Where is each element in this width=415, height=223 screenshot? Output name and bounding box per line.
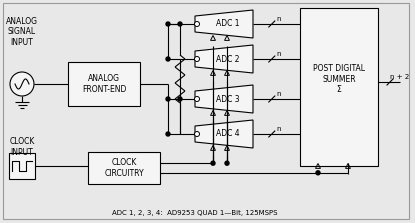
Text: n: n — [276, 126, 281, 132]
Text: n: n — [276, 91, 281, 97]
Text: ADC 1: ADC 1 — [216, 19, 240, 29]
Circle shape — [225, 161, 229, 165]
Text: CLOCK
CIRCUITRY: CLOCK CIRCUITRY — [104, 158, 144, 178]
Text: ADC 3: ADC 3 — [216, 95, 240, 103]
Circle shape — [166, 132, 170, 136]
Polygon shape — [195, 10, 253, 38]
Text: n + 2: n + 2 — [391, 74, 410, 80]
Text: n: n — [276, 16, 281, 22]
Bar — [88, 152, 160, 184]
Text: ANALOG
FRONT-END: ANALOG FRONT-END — [82, 74, 126, 94]
Circle shape — [166, 97, 170, 101]
Circle shape — [316, 171, 320, 175]
Bar — [300, 8, 378, 166]
Text: ADC 1, 2, 3, 4:  AD9253 QUAD 1—Bit, 125MSPS: ADC 1, 2, 3, 4: AD9253 QUAD 1—Bit, 125MS… — [112, 210, 278, 216]
Circle shape — [195, 132, 200, 136]
Text: CLOCK
INPUT: CLOCK INPUT — [9, 137, 35, 157]
Circle shape — [211, 161, 215, 165]
Polygon shape — [195, 85, 253, 113]
Text: n: n — [276, 51, 281, 57]
Circle shape — [195, 97, 200, 101]
Circle shape — [195, 21, 200, 27]
Bar — [68, 62, 140, 106]
Circle shape — [166, 57, 170, 61]
Circle shape — [178, 22, 182, 26]
Text: POST DIGITAL
SUMMER
Σ: POST DIGITAL SUMMER Σ — [313, 64, 365, 94]
Polygon shape — [195, 120, 253, 148]
Text: ADC 4: ADC 4 — [216, 130, 240, 138]
Polygon shape — [195, 45, 253, 73]
Bar — [9, 153, 35, 179]
Circle shape — [195, 56, 200, 62]
Circle shape — [166, 22, 170, 26]
Circle shape — [178, 97, 182, 101]
Circle shape — [10, 72, 34, 96]
Text: ADC 2: ADC 2 — [216, 54, 240, 64]
Text: ANALOG
SIGNAL
INPUT: ANALOG SIGNAL INPUT — [6, 17, 38, 47]
